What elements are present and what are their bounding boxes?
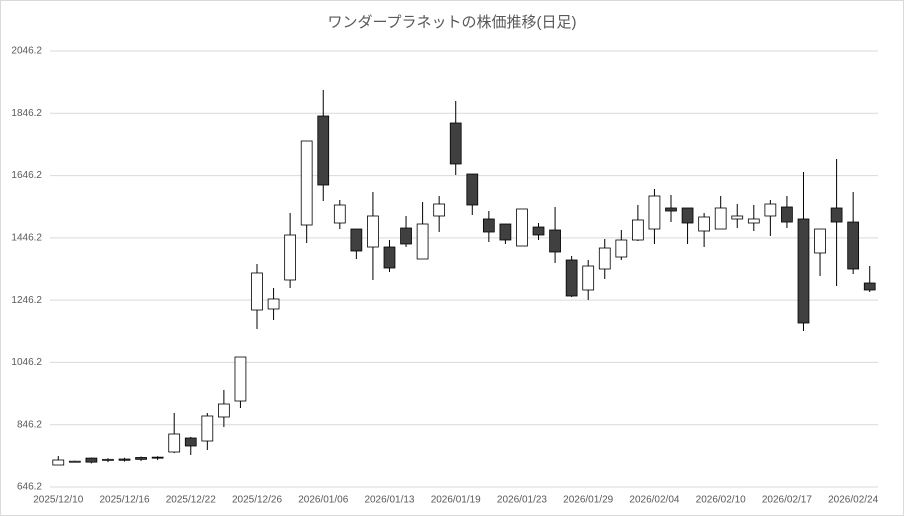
candle-body	[466, 173, 479, 206]
candle-body	[201, 415, 214, 442]
candle-body	[383, 246, 396, 269]
candle-body	[482, 218, 495, 233]
candle-body	[251, 272, 263, 311]
x-tick-label: 2026/02/17	[762, 495, 812, 506]
x-tick-label: 2026/02/04	[629, 495, 679, 506]
candle-body	[135, 457, 147, 460]
candle-body	[863, 282, 876, 291]
candle-body	[632, 219, 644, 241]
candle-body	[797, 218, 810, 324]
candle-body	[681, 207, 694, 224]
candle-body	[747, 218, 760, 224]
candle-body	[615, 239, 628, 258]
candle-body	[648, 195, 661, 230]
candle-body	[102, 458, 114, 461]
x-tick-label: 2026/02/10	[696, 495, 746, 506]
y-tick-label: 1246.2	[11, 295, 42, 306]
candle-body	[499, 223, 512, 241]
x-tick-label: 2025/12/22	[166, 495, 216, 506]
x-tick-label: 2026/01/06	[298, 495, 348, 506]
x-tick-label: 2026/02/24	[828, 495, 878, 506]
candle-body	[433, 203, 446, 217]
candle-body	[781, 206, 793, 223]
candle-body	[830, 207, 843, 223]
y-tick-label: 1646.2	[11, 170, 42, 181]
candle-body	[714, 207, 727, 230]
x-tick-label: 2025/12/10	[33, 495, 83, 506]
candle-body	[516, 208, 528, 247]
x-tick-label: 2026/01/29	[563, 495, 613, 506]
candle-body	[68, 460, 81, 463]
candle-body	[764, 203, 777, 217]
candle-body	[582, 265, 595, 291]
candle-body	[731, 215, 744, 220]
x-tick-label: 2026/01/13	[364, 495, 414, 506]
candle-body	[367, 215, 379, 248]
candle-body	[218, 403, 230, 418]
candle-body	[549, 229, 561, 253]
candle-body	[317, 115, 330, 186]
candle-body	[598, 247, 611, 270]
candle-body	[168, 433, 181, 453]
y-tick-label: 1846.2	[11, 108, 42, 119]
candle-body	[184, 437, 197, 447]
x-tick-label: 2025/12/26	[232, 495, 282, 506]
chart-title: ワンダープラネットの株価推移(日足)	[327, 14, 576, 31]
candle-body	[665, 207, 677, 212]
candle-body	[333, 204, 346, 224]
candle-body	[234, 356, 247, 402]
candle-body	[416, 223, 429, 260]
x-tick-label: 2026/01/23	[497, 495, 547, 506]
candle-body	[400, 227, 412, 245]
candle-body	[532, 226, 545, 236]
y-tick-label: 1046.2	[11, 357, 42, 368]
candle-body	[847, 221, 860, 270]
candle-body	[565, 259, 578, 297]
candle-body	[814, 228, 826, 254]
candle-body	[284, 234, 296, 281]
x-tick-label: 2026/01/19	[431, 495, 481, 506]
candle-body	[267, 298, 280, 310]
candle-body	[151, 456, 164, 459]
candle-body	[52, 459, 65, 466]
candle-body	[85, 457, 98, 463]
y-tick-label: 2046.2	[11, 46, 42, 57]
y-tick-label: 646.2	[17, 482, 42, 493]
candle-body	[350, 228, 363, 252]
candle-body	[300, 140, 313, 226]
candle-body	[118, 458, 131, 461]
y-tick-label: 1446.2	[11, 232, 42, 243]
x-tick-label: 2025/12/16	[99, 495, 149, 506]
candle-body	[698, 216, 710, 232]
candle-body	[449, 122, 462, 165]
y-tick-label: 846.2	[17, 419, 42, 430]
